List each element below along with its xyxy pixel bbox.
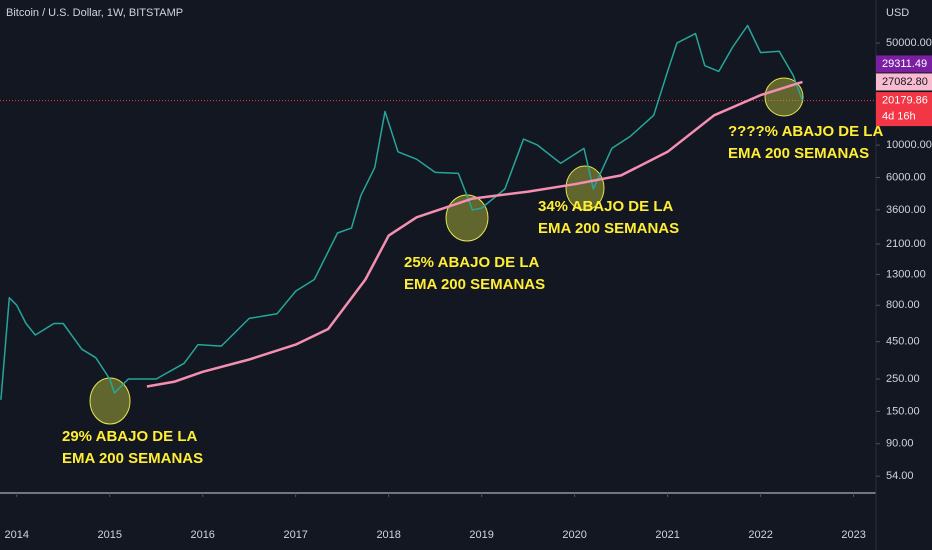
series-line	[146, 80, 803, 388]
y-tick-label: 90.00	[886, 438, 914, 450]
annotation: ????% ABAJO DE LA	[728, 123, 883, 140]
y-tick-label: 150.00	[886, 405, 920, 417]
x-tick-label: 2023	[841, 529, 865, 541]
currency-label: USD	[886, 7, 909, 19]
price-label-box	[876, 73, 932, 91]
x-tick-label: 2019	[469, 529, 493, 541]
price-label: 20179.86	[882, 94, 928, 106]
x-tick-label: 2018	[376, 529, 400, 541]
highlight-circle	[764, 77, 804, 117]
y-tick-label: 6000.00	[886, 171, 926, 183]
y-tick-label: 1300.00	[886, 268, 926, 280]
x-tick-label: 2016	[190, 529, 214, 541]
y-tick-label: 50000.00	[886, 37, 932, 49]
price-label-box	[876, 92, 932, 127]
x-tick-label: 2021	[655, 529, 679, 541]
y-tick-label: 54.00	[886, 470, 914, 482]
chart-title: Bitcoin / U.S. Dollar, 1W, BITSTAMP	[6, 7, 183, 19]
x-tick-label: 2014	[4, 529, 28, 541]
x-tick-label: 2020	[562, 529, 586, 541]
annotation: 25% ABAJO DE LA	[404, 254, 539, 271]
highlight-circle	[89, 377, 131, 425]
annotation: 29% ABAJO DE LA	[62, 428, 197, 445]
y-tick-label: 450.00	[886, 336, 920, 348]
highlight-circle	[565, 165, 605, 211]
price-label: 27082.80	[882, 76, 928, 88]
x-tick-label: 2015	[97, 529, 121, 541]
y-tick-label: 800.00	[886, 299, 920, 311]
annotation: 34% ABAJO DE LA	[538, 198, 673, 215]
y-tick-label: 250.00	[886, 373, 920, 385]
price-label: 29311.49	[882, 58, 927, 70]
x-tick-label: 2022	[748, 529, 772, 541]
highlight-circle	[445, 194, 489, 242]
y-tick-label: 10000.00	[886, 139, 932, 151]
annotation: EMA 200 SEMANAS	[404, 276, 545, 293]
annotation: EMA 200 SEMANAS	[62, 450, 203, 467]
series-line	[0, 24, 804, 400]
countdown: 4d 16h	[882, 110, 916, 122]
annotation: EMA 200 SEMANAS	[538, 220, 679, 237]
x-tick-label: 2017	[283, 529, 307, 541]
annotation: EMA 200 SEMANAS	[728, 145, 869, 162]
y-tick-label: 3600.00	[886, 204, 926, 216]
y-tick-label: 2100.00	[886, 238, 926, 250]
price-label-box	[876, 55, 932, 73]
